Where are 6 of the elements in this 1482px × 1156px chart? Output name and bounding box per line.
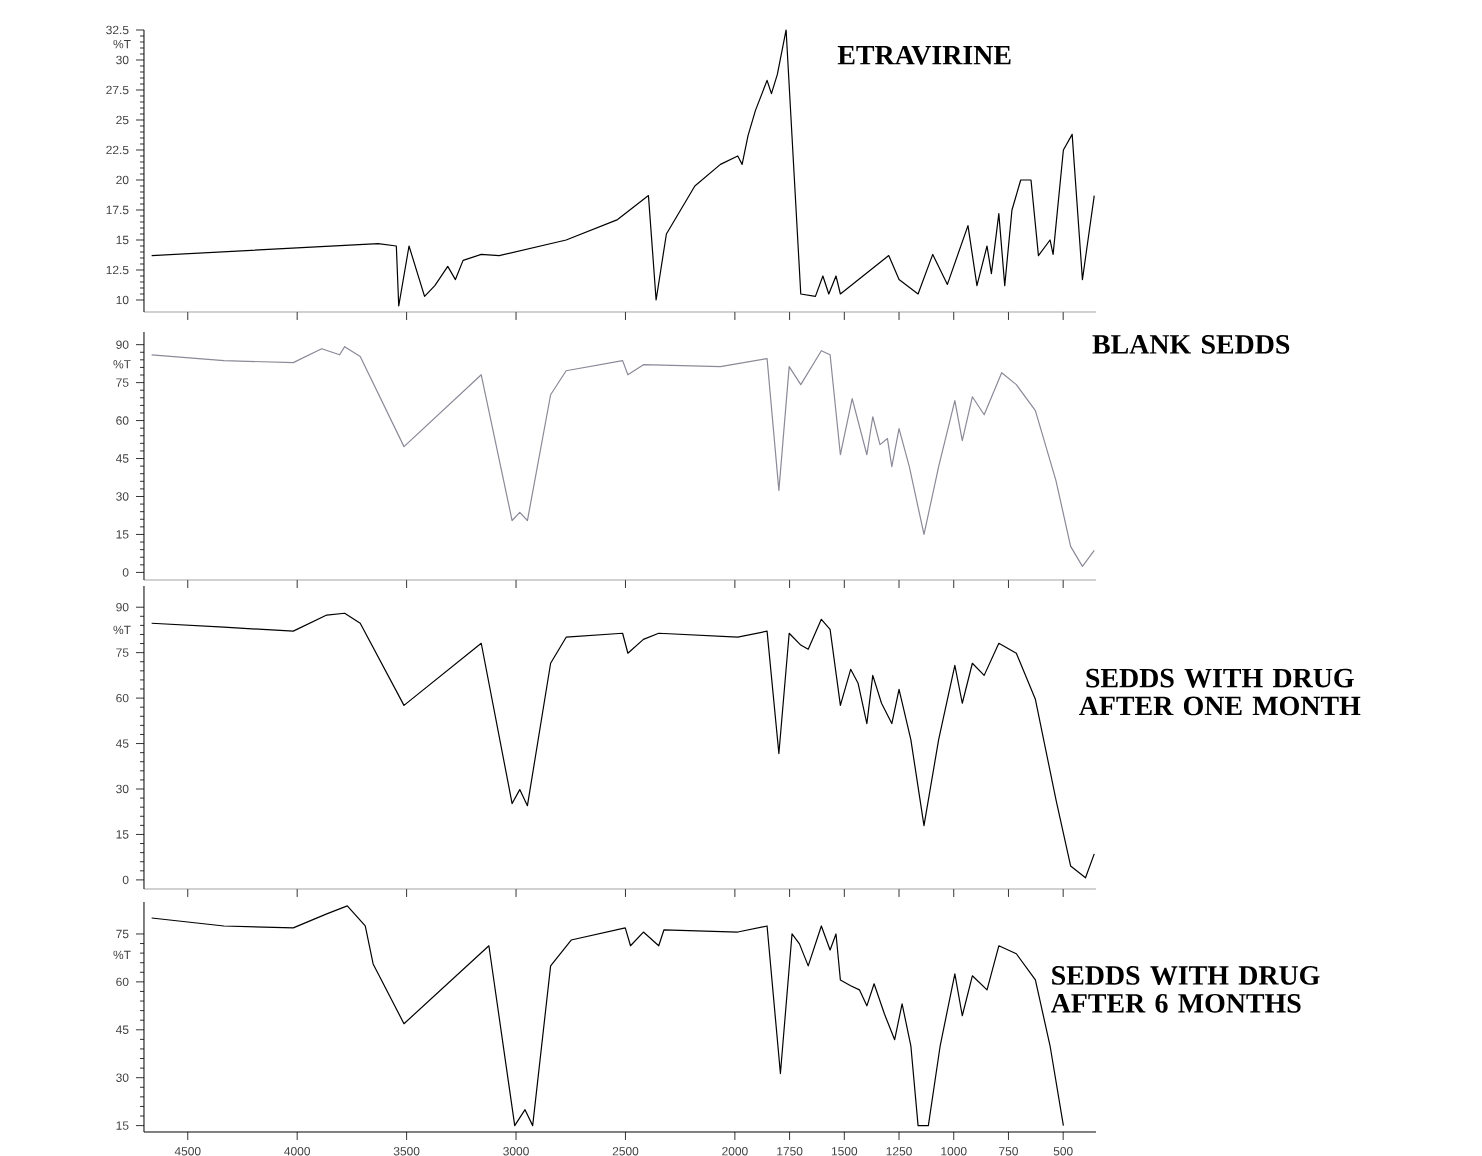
line-series	[151, 346, 1095, 567]
text: SEDDS WITH DRUG AFTER ONE MONTH	[1079, 668, 1361, 716]
text: SEDDS WITH DRUG AFTER 6 MONTHS	[1050, 966, 1320, 1013]
line-series	[151, 29, 1095, 307]
chart-title: ETRAVIRINE	[837, 45, 1011, 65]
text: BLANK SEDDS	[1092, 335, 1290, 354]
